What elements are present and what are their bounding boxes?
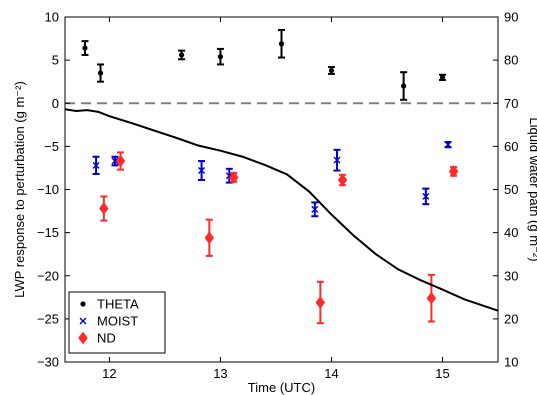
moist-point — [198, 167, 206, 175]
theta-legend-marker — [80, 301, 86, 307]
y2-tick-label: 70 — [504, 96, 518, 111]
moist-point-stroke — [422, 192, 430, 200]
moist-legend-label: MOIST — [97, 314, 138, 329]
y-tick-label: −5 — [44, 139, 59, 154]
y-tick-label: −25 — [37, 311, 59, 326]
nd-point — [99, 202, 109, 215]
y2-tick-label: 30 — [504, 268, 518, 283]
x-tick-label: 14 — [324, 366, 338, 381]
moist-point-stroke — [92, 161, 100, 169]
y-tick-label: −20 — [37, 268, 59, 283]
moist-point-stroke — [198, 167, 206, 175]
theta-point — [178, 52, 185, 58]
nd-point — [448, 164, 459, 178]
y2-tick-label: 80 — [504, 53, 518, 68]
axis-ticks: 12 13 14 15 −30 −25 −20 −15 −10 −5 0 5 10 10 20 30 40 50 6… — [37, 10, 519, 382]
nd-point — [115, 154, 126, 168]
y-tick-label: 10 — [45, 10, 59, 25]
nd-point — [315, 296, 326, 309]
y2-tick-label: 50 — [504, 182, 518, 197]
nd-legend-marker — [78, 331, 88, 345]
moist-legend-marker — [79, 317, 87, 325]
y2-axis-label: Liquid water path (g m⁻²) — [527, 117, 537, 261]
y2-tick-label: 20 — [504, 311, 518, 326]
y2-tick-label: 90 — [504, 10, 518, 25]
x-axis-label: Time (UTC) — [248, 380, 315, 395]
nd-point — [337, 173, 348, 187]
moist-point — [444, 141, 452, 149]
moist-point-stroke — [444, 141, 452, 149]
moist-point — [422, 192, 430, 200]
y-tick-label: 5 — [52, 53, 59, 68]
y2-tick-label: 10 — [504, 355, 518, 370]
theta-point — [401, 83, 407, 89]
moist-point — [111, 157, 119, 165]
theta-point — [82, 45, 88, 51]
moist-legend-marker-stroke — [79, 317, 87, 325]
moist-point — [92, 161, 100, 169]
moist-point — [333, 156, 341, 164]
theta-legend-label: THETA — [97, 297, 139, 312]
theta-point — [439, 74, 446, 80]
lwp-line — [65, 108, 498, 312]
y-tick-label: −10 — [37, 182, 59, 197]
plot-frame — [64, 16, 499, 363]
moist-point-stroke — [333, 156, 341, 164]
theta-point — [328, 67, 335, 74]
nd-point — [228, 171, 239, 184]
y-tick-label: −30 — [37, 355, 59, 370]
moist-point-stroke — [111, 157, 119, 165]
y2-tick-label: 40 — [504, 225, 518, 240]
chart-marks — [65, 28, 498, 325]
y-tick-label: −15 — [37, 225, 59, 240]
y2-tick-label: 60 — [504, 139, 518, 154]
x-tick-label: 15 — [435, 366, 449, 381]
x-tick-label: 12 — [102, 366, 116, 381]
y-axis-label: LWP response to perturbation (g m⁻²) — [12, 81, 27, 298]
x-tick-label: 13 — [213, 366, 227, 381]
nd-legend-label: ND — [97, 331, 116, 346]
y-tick-label: 0 — [52, 96, 59, 111]
nd-point — [204, 231, 215, 245]
nd-point — [426, 291, 437, 305]
legend: THETA MOIST ND — [68, 291, 166, 354]
theta-point — [217, 54, 224, 60]
moist-point-stroke — [311, 205, 319, 213]
moist-point — [311, 205, 319, 213]
theta-point — [97, 70, 104, 76]
theta-point — [278, 41, 285, 47]
